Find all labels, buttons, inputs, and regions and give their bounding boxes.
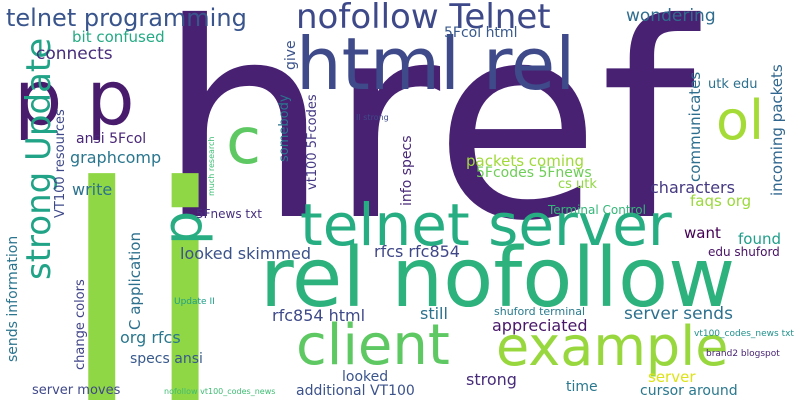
word: found: [738, 230, 781, 248]
word: write: [72, 180, 113, 199]
word: Update II: [174, 297, 215, 307]
word: c: [226, 105, 262, 179]
word: looked skimmed: [180, 244, 312, 263]
word: communicates: [686, 71, 704, 182]
word: rfcs rfc854: [374, 242, 460, 261]
word: change colors: [73, 279, 88, 370]
word: characters: [650, 178, 735, 197]
word: telnet server: [300, 191, 672, 259]
word: appreciated: [492, 316, 588, 335]
word: client: [296, 313, 450, 378]
word: shuford terminal: [494, 305, 586, 318]
word: rfc854 html: [272, 306, 366, 325]
word: p p: [14, 53, 135, 142]
word: cursor around: [640, 383, 738, 399]
word: time: [566, 379, 598, 395]
word: sends information: [5, 235, 21, 362]
word: connects: [36, 44, 113, 64]
word: info specs: [399, 135, 415, 207]
word: 5Fnews txt: [196, 207, 262, 221]
word: example: [496, 315, 729, 378]
word: packets coming: [466, 152, 585, 170]
word: wondering: [626, 6, 716, 26]
word: href: [158, 0, 696, 280]
word: nofollow Telnet: [296, 0, 551, 37]
word: li: [60, 123, 227, 400]
word: html rel: [296, 22, 576, 106]
word: faqs org: [690, 192, 752, 210]
word: strong: [466, 370, 517, 389]
word: II strong: [356, 113, 389, 122]
word: server sends: [624, 304, 733, 324]
word: brand2 blogspot: [706, 349, 780, 359]
word: looked: [342, 369, 389, 385]
word: telnet programming: [6, 4, 247, 32]
word: edu shuford: [708, 245, 780, 259]
word: ansi 5Fcol: [76, 131, 147, 147]
word: still: [420, 304, 448, 323]
word: ol: [716, 89, 765, 152]
word: graphcomp: [70, 148, 162, 167]
word: somebody: [277, 94, 292, 162]
word: vt100_codes_news txt: [694, 329, 794, 339]
word: specs ansi: [130, 351, 203, 367]
word: incoming packets: [768, 64, 786, 196]
word: rel nofollow: [260, 231, 736, 326]
word: nofollow vt100_codes_news: [164, 387, 276, 396]
word: strong Update: [19, 37, 59, 280]
word: org rfcs: [120, 328, 181, 347]
word: additional VT100: [296, 383, 415, 399]
word: C application: [126, 232, 144, 330]
word: 5Fcol html: [444, 25, 518, 41]
word: Terminal Control: [548, 203, 646, 217]
word: utk edu: [708, 77, 758, 92]
word: server moves: [32, 383, 121, 398]
word: cs utk: [558, 177, 597, 192]
word: bit confused: [72, 28, 165, 46]
word: server: [648, 368, 696, 386]
word: 5Fcodes 5Fnews: [476, 165, 592, 181]
word: give: [283, 40, 299, 70]
word: vt100 5Fcodes: [305, 94, 320, 190]
word: much research: [207, 136, 216, 196]
word: VT100 resources: [53, 109, 68, 218]
word: want: [684, 224, 721, 242]
